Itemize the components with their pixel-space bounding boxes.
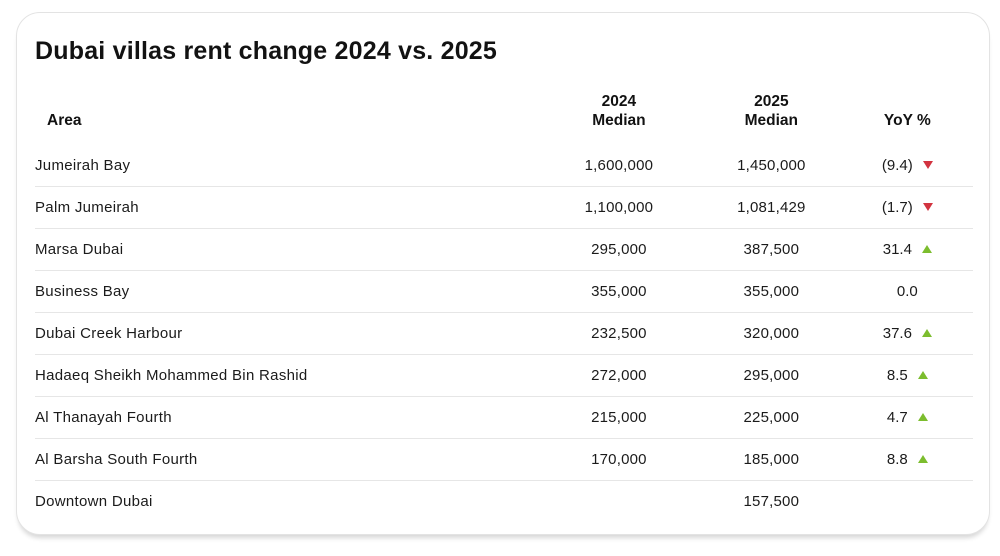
area-cell: Al Barsha South Fourth bbox=[35, 438, 537, 481]
column-header-2024-median: 2024 Median bbox=[537, 86, 701, 145]
yoy-group: 0.0 bbox=[897, 283, 918, 300]
yoy-group: 8.8 bbox=[887, 451, 928, 468]
yoy-value: 31.4 bbox=[882, 240, 912, 258]
trend-down-icon bbox=[922, 203, 933, 212]
area-cell: Hadaeq Sheikh Mohammed Bin Rashid bbox=[35, 354, 537, 397]
median-2024-cell bbox=[537, 480, 701, 522]
rent-change-card: Dubai villas rent change 2024 vs. 2025 A… bbox=[16, 12, 990, 536]
yoy-value: 4.7 bbox=[886, 408, 908, 426]
page-title: Dubai villas rent change 2024 vs. 2025 bbox=[35, 37, 498, 65]
yoy-cell: 4.7 bbox=[841, 396, 973, 439]
area-cell: Jumeirah Bay bbox=[35, 144, 537, 187]
yoy-cell bbox=[842, 480, 973, 522]
area-cell: Palm Jumeirah bbox=[35, 186, 537, 229]
median-2025-cell: 387,500 bbox=[700, 228, 842, 271]
table-row: Al Barsha South Fourth 170,000 185,000 8… bbox=[35, 438, 973, 481]
trend-up-icon bbox=[917, 413, 928, 422]
yoy-value: 8.8 bbox=[886, 450, 908, 468]
yoy-cell: (9.4) bbox=[841, 144, 973, 187]
column-header-yoy: YoY % bbox=[883, 111, 931, 129]
trend-up-icon bbox=[921, 329, 932, 338]
table-row: Marsa Dubai 295,000 387,500 31.4 bbox=[35, 228, 973, 271]
median-2025-cell: 355,000 bbox=[700, 270, 842, 313]
trend-up-icon bbox=[917, 455, 928, 464]
yoy-group: (9.4) bbox=[882, 157, 933, 174]
table-row: Business Bay 355,000 355,000 0.0 bbox=[35, 270, 973, 313]
area-cell: Marsa Dubai bbox=[35, 228, 537, 271]
table-row: Palm Jumeirah 1,100,000 1,081,429 (1.7) bbox=[35, 186, 973, 229]
median-2024-cell: 295,000 bbox=[536, 228, 701, 271]
median-2024-cell: 272,000 bbox=[536, 354, 701, 397]
median-2024-cell: 232,500 bbox=[536, 312, 701, 355]
header-2025-line1: 2025 bbox=[754, 92, 789, 110]
yoy-group: (1.7) bbox=[882, 199, 933, 216]
yoy-value: 0.0 bbox=[896, 282, 918, 300]
table-body: Jumeirah Bay 1,600,000 1,450,000 (9.4) P… bbox=[35, 144, 973, 522]
area-cell: Downtown Dubai bbox=[35, 493, 153, 510]
yoy-value: (1.7) bbox=[881, 198, 913, 216]
yoy-group: 8.5 bbox=[887, 367, 928, 384]
yoy-cell: 8.8 bbox=[841, 438, 973, 481]
median-2025-cell: 295,000 bbox=[700, 354, 842, 397]
median-2025-cell: 320,000 bbox=[700, 312, 842, 355]
trend-up-icon bbox=[917, 371, 928, 380]
median-2024-cell: 170,000 bbox=[536, 438, 701, 481]
median-2024-cell: 355,000 bbox=[536, 270, 701, 313]
table-row: Hadaeq Sheikh Mohammed Bin Rashid 272,00… bbox=[35, 354, 973, 397]
median-2025-cell: 1,081,429 bbox=[700, 186, 842, 229]
median-2025-cell: 225,000 bbox=[700, 396, 842, 439]
yoy-cell: 8.5 bbox=[841, 354, 973, 397]
yoy-cell: 37.6 bbox=[841, 312, 973, 355]
trend-down-icon bbox=[922, 161, 933, 169]
table-row: Downtown Dubai 157,500 bbox=[35, 480, 973, 522]
median-2025-cell: 1,450,000 bbox=[700, 144, 842, 187]
area-cell: Dubai Creek Harbour bbox=[35, 312, 537, 355]
yoy-cell: 0.0 bbox=[841, 270, 973, 313]
yoy-cell: 31.4 bbox=[841, 228, 973, 271]
yoy-value: 8.5 bbox=[886, 366, 908, 384]
trend-up-icon bbox=[921, 245, 932, 254]
yoy-group: 31.4 bbox=[883, 241, 932, 258]
table-header: Area 2024 Median 2025 Median YoY % bbox=[35, 86, 973, 145]
median-2024-cell: 215,000 bbox=[536, 396, 701, 439]
table-row: Jumeirah Bay 1,600,000 1,450,000 (9.4) bbox=[35, 144, 973, 187]
area-cell: Al Thanayah Fourth bbox=[35, 396, 537, 439]
median-2024-cell: 1,600,000 bbox=[536, 144, 701, 187]
yoy-group: 37.6 bbox=[883, 325, 932, 342]
yoy-cell: (1.7) bbox=[841, 186, 973, 229]
table-row: Dubai Creek Harbour 232,500 320,000 37.6 bbox=[35, 312, 973, 355]
table-row: Al Thanayah Fourth 215,000 225,000 4.7 bbox=[35, 396, 973, 439]
median-2024-cell: 1,100,000 bbox=[536, 186, 701, 229]
yoy-group: 4.7 bbox=[887, 409, 928, 426]
column-header-area: Area bbox=[47, 111, 82, 129]
yoy-value: 37.6 bbox=[882, 324, 912, 342]
area-cell: Business Bay bbox=[35, 270, 537, 313]
yoy-value: (9.4) bbox=[881, 156, 913, 174]
header-2024-line1: 2024 bbox=[601, 92, 637, 110]
median-2025-cell: 157,500 bbox=[743, 493, 800, 510]
median-2025-cell: 185,000 bbox=[700, 438, 842, 481]
header-2024-line2: Median bbox=[592, 111, 646, 129]
rent-table: Area 2024 Median 2025 Median YoY % Jumei… bbox=[35, 86, 973, 523]
column-header-2025-median: 2025 Median bbox=[701, 86, 842, 145]
header-2025-line2: Median bbox=[744, 111, 799, 129]
